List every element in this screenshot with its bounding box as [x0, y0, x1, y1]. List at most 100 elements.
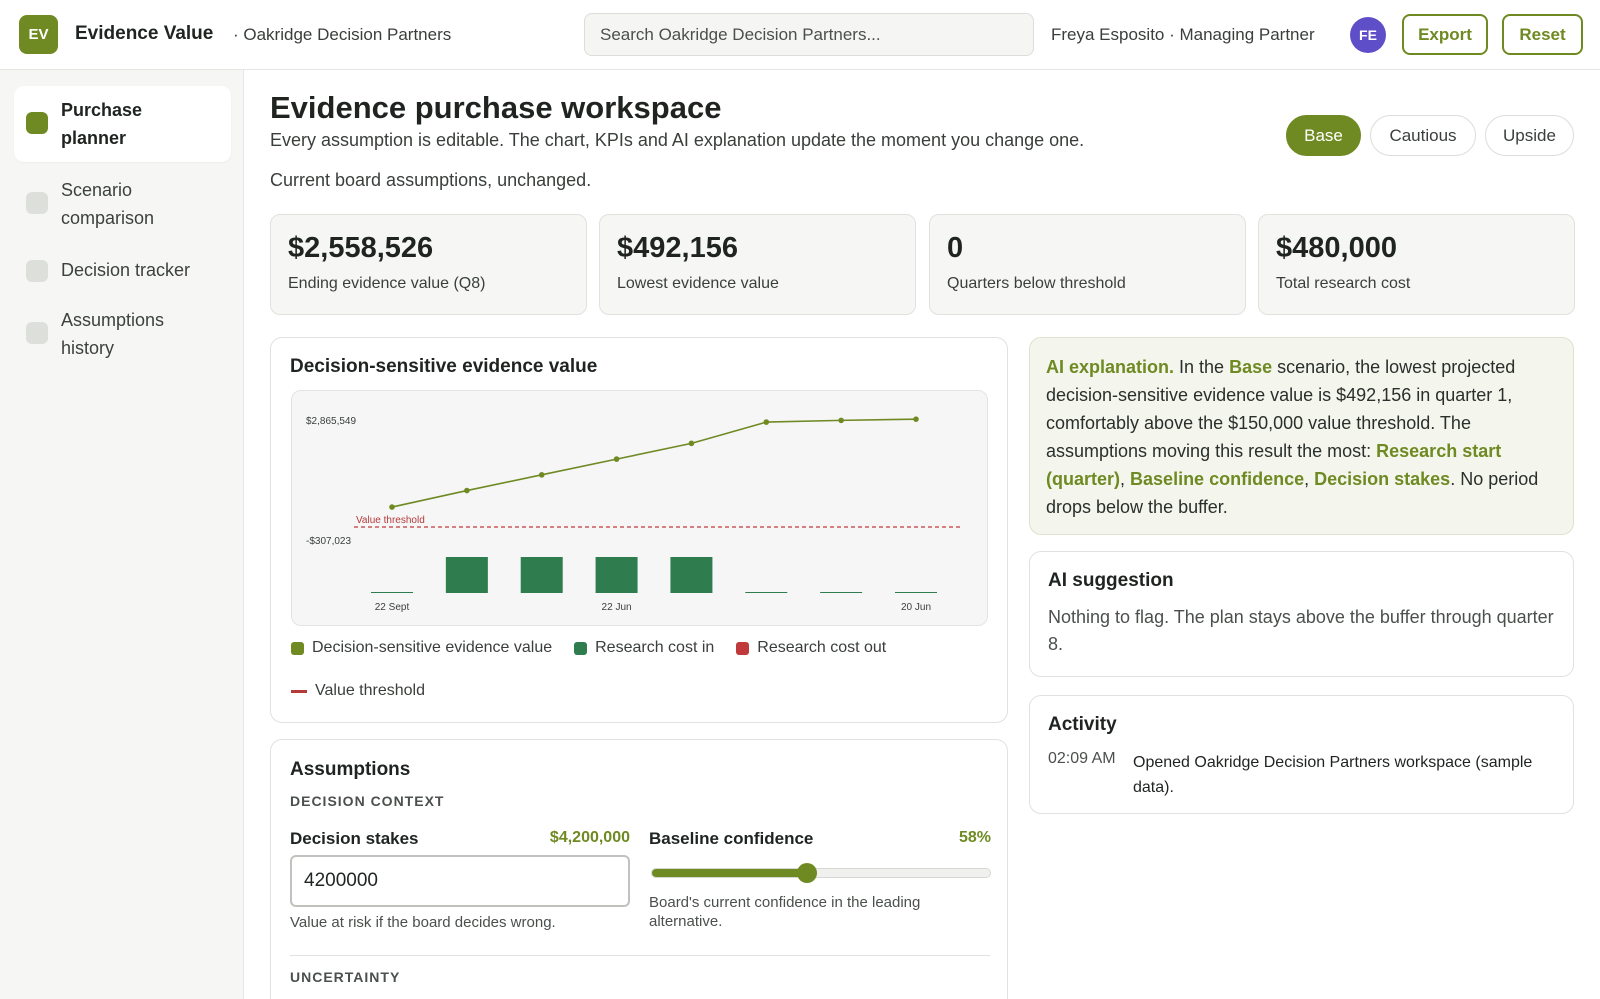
ai-text: , [1120, 469, 1131, 489]
ai-driver-decision-stakes[interactable]: Decision stakes [1314, 469, 1451, 489]
kpi-value: $2,558,526 [288, 232, 434, 264]
section-label-decision-context: DECISION CONTEXT [290, 793, 445, 809]
chart-legend-threshold: Value threshold [291, 682, 425, 700]
ai-text: , [1304, 469, 1315, 489]
ai-explanation-prefix: AI explanation. [1046, 357, 1175, 377]
chart-legend: Decision-sensitive evidence value Resear… [291, 639, 886, 657]
kpi-label: Total research cost [1276, 275, 1411, 292]
ai-scenario-name: Base [1229, 357, 1273, 377]
bar-research-cost-in [445, 557, 488, 593]
chart-card: Decision-sensitive evidence value $2,865… [270, 337, 1008, 723]
bar-research-cost-in [520, 557, 563, 593]
kpi-value: $492,156 [617, 232, 738, 264]
section-label-uncertainty: UNCERTAINTY [290, 969, 401, 985]
ai-text: In the [1174, 357, 1230, 377]
kpi-value: $480,000 [1276, 232, 1397, 264]
page-subtitle: Every assumption is editable. The chart,… [270, 130, 1085, 150]
x-tick-label: 22 Sept [375, 602, 410, 613]
kpi-quarters-below: 0 Quarters below threshold [929, 214, 1246, 315]
y-tick-label: $2,865,549 [306, 416, 356, 427]
scenario-upside-button[interactable]: Upside [1485, 115, 1574, 156]
bar-research-cost-in [895, 592, 937, 593]
page-title: Evidence purchase workspace [270, 90, 722, 125]
chart-area: $2,865,549 -$307,023 Value threshold 22 Sep… [291, 390, 988, 626]
sidebar-item-scenario-comparison[interactable]: Scenario comparison [14, 166, 231, 242]
ai-explanation-card: AI explanation. In the Base scenario, th… [1029, 337, 1574, 535]
evidence-value-point [688, 440, 695, 447]
sidebar-item-label: Purchase planner [61, 100, 143, 148]
chart-title: Decision-sensitive evidence value [290, 356, 598, 377]
legend-label: Decision-sensitive evidence value [312, 639, 553, 656]
ai-driver-research-start[interactable]: Research start (quarter) [1046, 441, 1502, 489]
activity-text: Opened Oakridge Decision Partners worksp… [1133, 754, 1533, 796]
ai-suggestion-card: AI suggestion Nothing to flag. The plan … [1029, 551, 1574, 677]
app-title: Evidence Value [75, 23, 214, 44]
divider [290, 955, 990, 956]
app-logo: EV [19, 15, 58, 54]
kpi-value: 0 [947, 232, 964, 264]
legend-label: Research cost out [757, 639, 887, 656]
nav-indicator [26, 112, 48, 134]
baseline-confidence-value: 58% [958, 829, 991, 846]
legend-line [291, 689, 307, 693]
baseline-confidence-hint: Board's current confidence in the leadin… [649, 894, 921, 930]
decision-stakes-label: Decision stakes [290, 829, 419, 848]
status-text: Current board assumptions, unchanged. [270, 170, 592, 190]
legend-swatch [736, 641, 750, 655]
reset-button[interactable]: Reset [1502, 14, 1583, 55]
scenario-base-button[interactable]: Base [1286, 115, 1361, 156]
bar-research-cost-in [670, 557, 713, 593]
assumptions-title: Assumptions [290, 759, 411, 780]
sidebar-item-label: Decision tracker [61, 260, 191, 280]
evidence-value-point [838, 417, 844, 424]
sidebar-item-decision-tracker[interactable]: Decision tracker [14, 246, 231, 294]
sidebar-item-label: Scenario comparison [61, 180, 155, 228]
legend-swatch [574, 641, 588, 655]
evidence-value-point [763, 419, 770, 425]
kpi-label: Lowest evidence value [617, 275, 779, 292]
legend-swatch [291, 641, 304, 655]
bar-research-cost-in [820, 592, 863, 593]
x-tick-label: 20 Jun [901, 602, 931, 613]
slider-thumb[interactable] [797, 863, 818, 883]
user-name: Freya Esposito · Managing Partner [1051, 25, 1315, 44]
activity-time: 02:09 AM [1048, 750, 1116, 767]
nav-indicator [26, 192, 48, 214]
sidebar-item-assumptions-history[interactable]: Assumptions history [14, 296, 231, 372]
evidence-value-line [391, 418, 917, 508]
baseline-confidence-label: Baseline confidence [649, 829, 814, 848]
sidebar-item-label: Assumptions history [61, 310, 165, 358]
evidence-value-point [389, 504, 395, 510]
scenario-cautious-button[interactable]: Cautious [1370, 115, 1476, 156]
bar-research-cost-in [745, 592, 788, 593]
top-bar: EV Evidence Value · Oakridge Decision Pa… [0, 0, 1600, 70]
evidence-value-chart: $2,865,549 -$307,023 Value threshold 22 Sep… [306, 416, 962, 613]
decision-stakes-value: $4,200,000 [549, 829, 630, 846]
threshold-label: Value threshold [356, 515, 425, 526]
bar-research-cost-in [595, 557, 638, 593]
sidebar-item-purchase-planner[interactable]: Purchase planner [14, 86, 231, 162]
baseline-confidence-slider[interactable] [651, 863, 991, 883]
kpi-label: Quarters below threshold [947, 275, 1126, 292]
x-tick-label: 22 Jun [602, 602, 632, 613]
ai-text: scenario, the lowest projected decision-… [1046, 357, 1516, 461]
export-button[interactable]: Export [1402, 14, 1488, 55]
kpi-label: Ending evidence value (Q8) [288, 275, 486, 292]
activity-title: Activity [1048, 714, 1117, 735]
y-tick-label: -$307,023 [306, 536, 351, 547]
ai-driver-baseline-confidence[interactable]: Baseline confidence [1130, 469, 1305, 489]
kpi-lowest-value: $492,156 Lowest evidence value [599, 214, 916, 315]
decision-stakes-input[interactable] [290, 855, 630, 907]
kpi-research-cost: $480,000 Total research cost [1258, 214, 1575, 315]
evidence-value-point [464, 487, 470, 494]
slider-fill [652, 869, 808, 877]
legend-label: Research cost in [595, 639, 715, 656]
org-name: · Oakridge Decision Partners [233, 25, 452, 44]
ai-suggestion-text: Nothing to flag. The plan stays above th… [1048, 607, 1554, 654]
legend-label: Value threshold [315, 682, 425, 699]
search-input[interactable] [584, 13, 1034, 56]
kpi-ending-value: $2,558,526 Ending evidence value (Q8) [270, 214, 587, 315]
evidence-value-point [913, 416, 919, 422]
avatar[interactable]: FE [1350, 17, 1386, 53]
evidence-value-point [613, 456, 620, 462]
